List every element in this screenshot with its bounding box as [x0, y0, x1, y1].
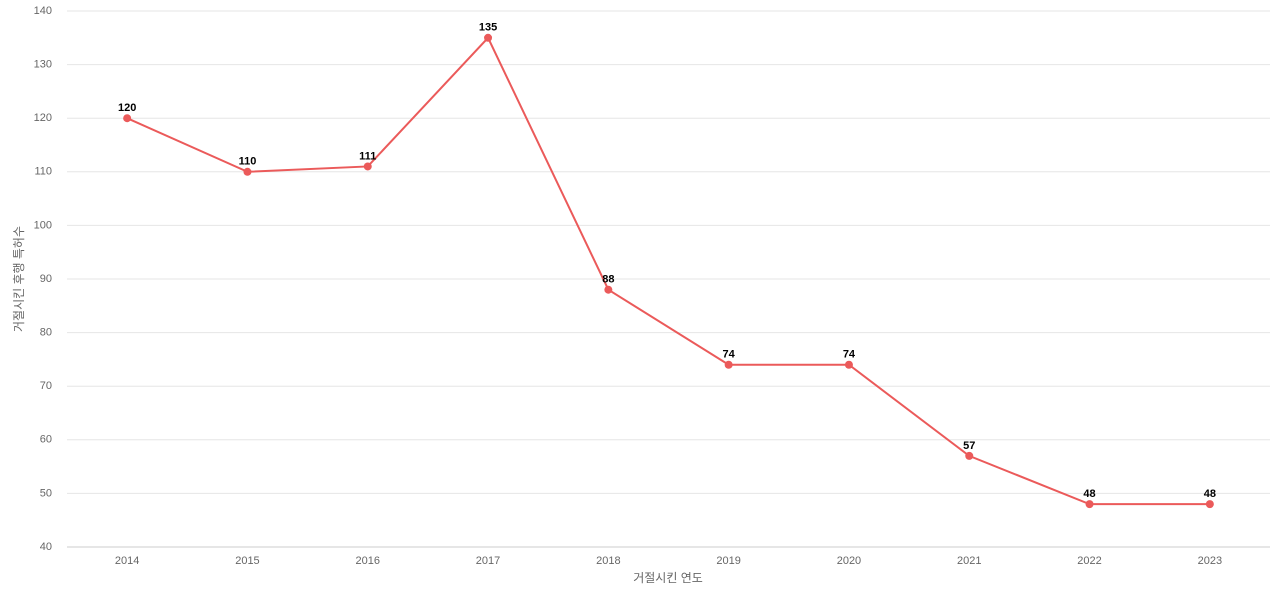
- point: [965, 451, 974, 460]
- line: [126, 36, 1210, 506]
- point: [844, 360, 853, 369]
- x-tick-label: 2014: [115, 555, 139, 567]
- x-axis-title: 거절시킨 연도: [633, 571, 703, 585]
- value-label: 48: [1083, 488, 1095, 500]
- value-label: 57: [963, 440, 975, 452]
- value-label: 48: [1204, 488, 1216, 500]
- value-label: 88: [602, 274, 614, 286]
- x-tick-label: 2022: [1077, 555, 1101, 567]
- point: [123, 114, 132, 123]
- y-tick-label: 130: [34, 59, 52, 71]
- value-label: 120: [118, 102, 136, 114]
- value-label: 74: [723, 349, 736, 361]
- point: [363, 162, 372, 171]
- x-tick-label: 2018: [596, 555, 620, 567]
- value-label: 74: [843, 349, 856, 361]
- x-tick-label: 2016: [356, 555, 380, 567]
- y-tick-label: 60: [40, 434, 52, 446]
- point: [724, 360, 733, 369]
- x-tick-label: 2023: [1198, 555, 1222, 567]
- y-tick-label: 120: [34, 112, 52, 124]
- y-tick-label: 110: [34, 166, 52, 178]
- value-label: 110: [239, 156, 257, 168]
- y-axis-title: 거절시킨 후행 특허수: [11, 226, 26, 332]
- x-tick-label: 2015: [235, 555, 259, 567]
- point: [484, 33, 493, 42]
- y-tick-label: 40: [40, 541, 52, 553]
- value-label: 135: [479, 22, 497, 34]
- y-tick-label: 140: [34, 5, 52, 17]
- point: [1205, 500, 1214, 509]
- y-tick-label: 70: [40, 380, 52, 392]
- x-tick-label: 2020: [837, 555, 861, 567]
- point: [604, 285, 613, 294]
- y-tick-label: 50: [40, 487, 52, 499]
- value-label: 111: [359, 150, 376, 162]
- x-tick-label: 2017: [476, 555, 500, 567]
- point: [1085, 500, 1094, 509]
- x-tick-label: 2019: [716, 555, 740, 567]
- x-tick-label: 2021: [957, 555, 981, 567]
- y-tick-label: 100: [34, 219, 52, 231]
- y-tick-label: 90: [40, 273, 52, 285]
- point: [243, 167, 252, 176]
- y-tick-label: 80: [40, 327, 52, 339]
